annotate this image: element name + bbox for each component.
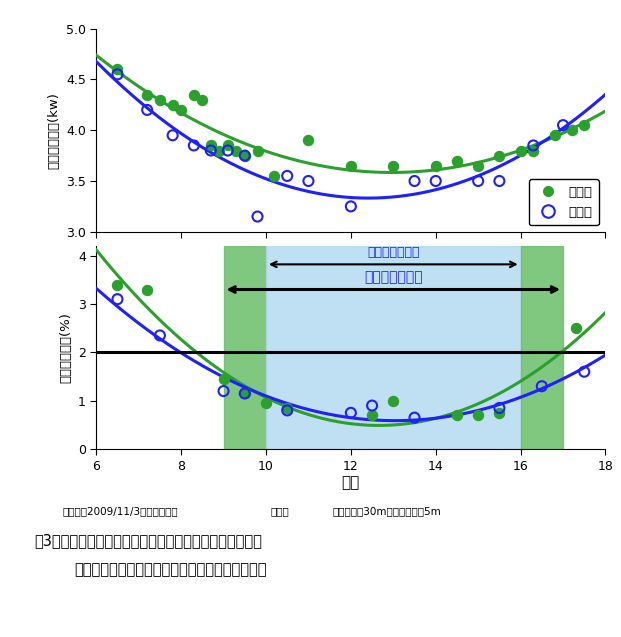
Point <box>189 140 199 150</box>
Point <box>155 331 165 341</box>
Bar <box>224 246 266 449</box>
Point <box>410 176 420 186</box>
Point <box>282 171 292 181</box>
Point <box>240 389 250 399</box>
Point <box>388 396 398 406</box>
Point <box>494 403 504 413</box>
Point <box>473 161 483 171</box>
Point <box>155 95 165 105</box>
Point <box>304 135 314 145</box>
X-axis label: 時刻: 時刻 <box>342 475 360 490</box>
Point <box>168 130 178 140</box>
Point <box>206 145 216 155</box>
Point <box>410 413 420 423</box>
Point <box>367 410 377 420</box>
Point <box>282 403 292 413</box>
Point <box>304 176 314 186</box>
Point <box>571 323 581 333</box>
Point <box>112 69 122 80</box>
Bar <box>520 246 563 449</box>
Point <box>528 145 538 155</box>
Point <box>142 284 152 294</box>
Point <box>566 125 576 135</box>
Point <box>558 120 568 130</box>
Point <box>214 145 224 155</box>
Point <box>494 150 504 161</box>
Text: （三菱農機株式会社製２条刺り自脱コンバイン）: （三菱農機株式会社製２条刺り自脱コンバイン） <box>75 562 267 577</box>
Point <box>253 145 263 155</box>
Point <box>112 280 122 290</box>
Point <box>388 161 398 171</box>
Point <box>142 90 152 100</box>
Point <box>219 374 229 384</box>
Point <box>494 176 504 186</box>
Bar <box>266 246 520 449</box>
Point <box>473 410 483 420</box>
Point <box>528 140 538 150</box>
Point <box>112 294 122 304</box>
Point <box>431 161 441 171</box>
Point <box>282 405 292 415</box>
Point <box>452 155 462 166</box>
Point <box>550 130 560 140</box>
Point <box>240 150 250 161</box>
Y-axis label: 脱穀所要動力(kw): 脱穀所要動力(kw) <box>47 92 60 169</box>
Point <box>452 410 462 420</box>
Point <box>206 140 216 150</box>
Text: 稼働時間の拡大: 稼働時間の拡大 <box>364 271 423 285</box>
Point <box>223 145 233 155</box>
Point <box>142 105 152 115</box>
Point <box>346 161 356 171</box>
Legend: 従来機, 開発機: 従来機, 開発機 <box>528 180 599 225</box>
Point <box>240 150 250 161</box>
Point <box>515 145 525 155</box>
Point <box>346 201 356 211</box>
Point <box>261 398 271 408</box>
Point <box>231 145 241 155</box>
Point <box>494 408 504 418</box>
Text: 通常の稼働時間: 通常の稼働時間 <box>367 245 420 259</box>
Point <box>579 120 589 130</box>
Point <box>367 401 377 411</box>
Point <box>176 105 186 115</box>
Text: 図3　脱穀所要動力および脱穀選別損失の日変化測定結果: 図3 脱穀所要動力および脱穀選別損失の日変化測定結果 <box>34 533 262 548</box>
Point <box>473 176 483 186</box>
Text: 朝の光: 朝の光 <box>270 506 289 517</box>
Point <box>189 90 199 100</box>
Point <box>270 171 279 181</box>
Text: 助走区間：30m、試験区間：5m: 助走区間：30m、試験区間：5m <box>332 506 441 517</box>
Point <box>223 140 233 150</box>
Point <box>219 386 229 396</box>
Point <box>112 64 122 75</box>
Point <box>431 176 441 186</box>
Point <box>346 408 356 418</box>
Text: 試験日：2009/11/3、供試水稲：: 試験日：2009/11/3、供試水稲： <box>62 506 178 517</box>
Point <box>537 381 546 391</box>
Point <box>168 100 178 110</box>
Point <box>253 211 263 222</box>
Y-axis label: 脱穀選別損失(%): 脱穀選別損失(%) <box>59 312 72 383</box>
Point <box>240 389 250 399</box>
Point <box>197 95 207 105</box>
Point <box>579 367 589 377</box>
